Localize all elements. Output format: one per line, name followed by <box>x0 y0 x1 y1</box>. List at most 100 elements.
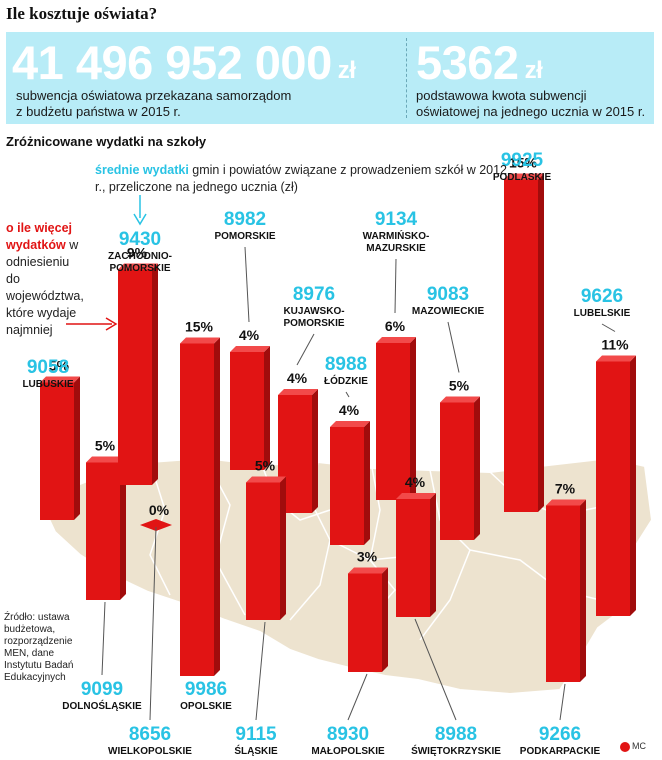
pct-label-kujawsko-pomorskie: 4% <box>287 370 308 386</box>
pct-label-dolnośląskie: 5% <box>95 438 116 454</box>
bar-podlaskie <box>504 179 538 512</box>
subsidy-total: 41 496 952 000 zł <box>12 38 356 88</box>
bar-top-opolskie <box>180 337 220 344</box>
banner-divider <box>406 38 407 118</box>
name-label-śląskie: ŚLĄSKIE <box>234 744 278 757</box>
name-label-zachodnio-pomorskie: ZACHODNIO- <box>108 251 172 262</box>
credit-text: MC <box>632 741 646 752</box>
value-label-opolskie: 9986 <box>185 679 227 700</box>
name-label-lubelskie: LUBELSKIE <box>574 308 631 319</box>
bar-side-warmińsko-mazurskie <box>410 337 416 500</box>
bar-side-opolskie <box>214 337 220 676</box>
bar-top-podlaskie <box>504 173 544 180</box>
bar-side-łódzkie <box>364 421 370 545</box>
bar-side-dolnośląskie <box>120 456 126 600</box>
bar-zachodnio-pomorskie <box>118 269 152 485</box>
pct-label-mazowieckie: 5% <box>449 378 470 394</box>
bar-top-świętokrzyskie <box>396 493 436 499</box>
pct-label-małopolskie: 3% <box>357 549 378 565</box>
leader-line-łódzkie <box>345 391 350 398</box>
bar-top-lubuskie <box>40 376 80 383</box>
pct-label-pomorskie: 4% <box>239 327 260 343</box>
name-label-łódzkie: ŁÓDZKIE <box>324 374 368 387</box>
name-label-warmińsko-mazurskie-2: MAZURSKIE <box>366 243 426 254</box>
legend-difference-bold: o ile więcej wydatków <box>6 221 73 252</box>
name-label-podkarpackie: PODKARPACKIE <box>520 746 601 757</box>
bar-top-pomorskie <box>230 346 270 352</box>
bar-top-lubelskie <box>596 355 636 362</box>
summary-banner: 41 496 952 000 zł subwencja oświatowa prz… <box>6 32 654 124</box>
leader-line-mazowieckie <box>447 321 460 373</box>
leader-line-świętokrzyskie <box>414 618 457 721</box>
bar-side-pomorskie <box>264 346 270 470</box>
value-label-warmińsko-mazurskie: 9134 <box>375 209 418 230</box>
value-label-świętokrzyskie: 8988 <box>435 724 477 745</box>
value-label-kujawsko-pomorskie: 8976 <box>293 284 335 305</box>
bar-side-kujawsko-pomorskie <box>312 389 318 513</box>
pct-label-podlaskie: 15% <box>509 155 538 171</box>
pct-label-warmińsko-mazurskie: 6% <box>385 318 406 334</box>
name-label-podlaskie: PODLASKIE <box>493 172 552 183</box>
pct-label-lubuskie: 5% <box>49 358 70 374</box>
legend-average-spending: średnie wydatki gmin i powiatów związane… <box>95 162 515 196</box>
legend-difference-text: w odniesieniu do województwa, które wyda… <box>6 238 84 337</box>
pct-label-świętokrzyskie: 4% <box>405 474 426 490</box>
per-student-unit: zł <box>524 57 543 84</box>
bar-top-podkarpackie <box>546 499 586 506</box>
value-label-łódzkie: 8988 <box>325 354 367 375</box>
value-label-pomorskie: 8982 <box>224 209 266 230</box>
source-note: Źródło: ustawa budżetowa, rozporządzenie… <box>4 612 74 683</box>
bar-opolskie <box>180 343 214 676</box>
pct-label-lubelskie: 11% <box>601 337 629 353</box>
legend-difference: o ile więcej wydatków w odniesieniu do w… <box>6 220 86 339</box>
bar-dolnośląskie <box>86 462 120 600</box>
pct-label-śląskie: 5% <box>255 458 276 474</box>
per-student-caption-line1: podstawowa kwota subwencji <box>416 88 587 103</box>
credit: MC <box>620 741 646 752</box>
pct-label-zachodnio-pomorskie: 9% <box>127 245 148 261</box>
bar-side-małopolskie <box>382 567 388 672</box>
publisher-logo-icon <box>620 742 630 752</box>
bar-warmińsko-mazurskie <box>376 343 410 500</box>
bar-side-śląskie <box>280 476 286 620</box>
bar-mazowieckie <box>440 402 474 540</box>
subsidy-total-unit: zł <box>337 57 356 84</box>
bar-podkarpackie <box>546 505 580 682</box>
page-title: Ile kosztuje oświata? <box>6 4 158 23</box>
bar-świętokrzyskie <box>396 499 430 617</box>
bar-side-podlaskie <box>538 173 544 512</box>
value-label-śląskie: 9115 <box>235 724 277 745</box>
per-student-amount: 5362 zł <box>416 38 543 88</box>
legend-average-text: gmin i powiatów związane z prowadzeniem … <box>95 163 508 194</box>
bar-top-mazowieckie <box>440 396 480 403</box>
bar-side-lubuskie <box>74 376 80 520</box>
bar-wielkopolskie <box>140 519 172 531</box>
subsidy-total-caption: subwencja oświatowa przekazana samorządo… <box>16 88 291 120</box>
value-label-lubuskie: 9058 <box>27 357 69 378</box>
value-label-lubelskie: 9626 <box>581 286 623 307</box>
leader-line-małopolskie <box>347 673 368 721</box>
bar-top-zachodnio-pomorskie <box>118 263 158 270</box>
value-label-mazowieckie: 9083 <box>427 284 469 305</box>
name-label-mazowieckie: MAZOWIECKIE <box>412 306 485 317</box>
bar-top-dolnośląskie <box>86 456 126 463</box>
name-label-kujawsko-pomorskie-2: POMORSKIE <box>283 318 344 329</box>
leader-line-dolnośląskie <box>101 601 106 676</box>
leader-line-podkarpackie <box>559 683 566 721</box>
pct-label-wielkopolskie: 0% <box>149 502 170 518</box>
leader-line-kujawsko-pomorskie <box>296 333 315 366</box>
name-label-kujawsko-pomorskie: KUJAWSKO- <box>283 306 344 317</box>
pct-label-łódzkie: 4% <box>339 402 360 418</box>
